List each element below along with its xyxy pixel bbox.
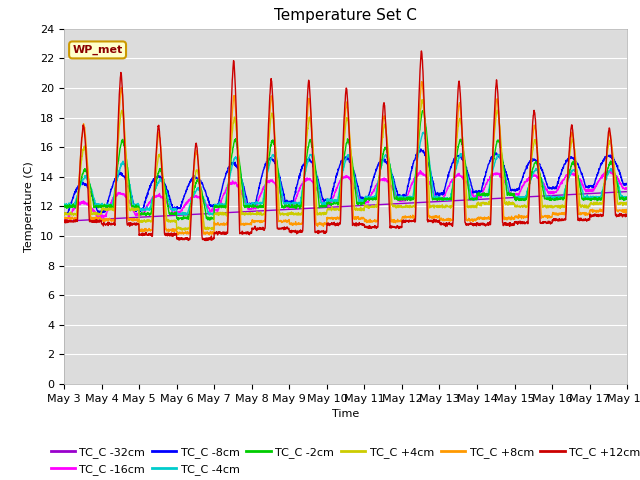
Legend: TC_C -32cm, TC_C -16cm, TC_C -8cm, TC_C -4cm, TC_C -2cm, TC_C +4cm, TC_C +8cm, T: TC_C -32cm, TC_C -16cm, TC_C -8cm, TC_C … [46, 443, 640, 479]
X-axis label: Time: Time [332, 409, 359, 419]
Text: WP_met: WP_met [72, 45, 123, 55]
Title: Temperature Set C: Temperature Set C [274, 9, 417, 24]
Y-axis label: Temperature (C): Temperature (C) [24, 161, 35, 252]
